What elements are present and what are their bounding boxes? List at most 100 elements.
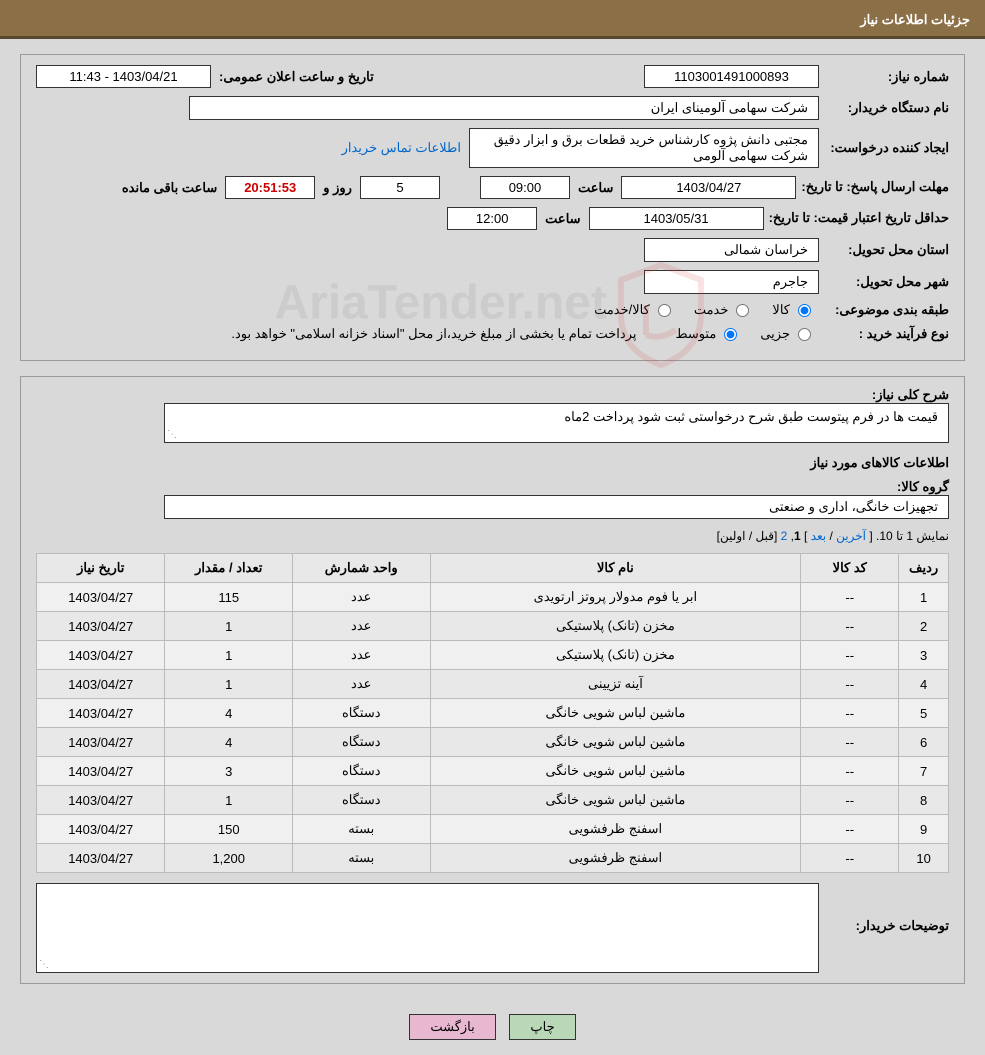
delivery-province-value: خراسان شمالی [644, 238, 819, 262]
th-row: ردیف [899, 554, 949, 583]
table-header-row: ردیف کد کالا نام کالا واحد شمارش تعداد /… [37, 554, 949, 583]
row-deadline: مهلت ارسال پاسخ: تا تاریخ: 1403/04/27 سا… [36, 176, 949, 199]
table-cell: 1 [899, 583, 949, 612]
row-requester: ایجاد کننده درخواست: مجتبی دانش پژوه کار… [36, 128, 949, 168]
table-cell: دستگاه [292, 728, 430, 757]
radio-service-label: خدمت [679, 302, 729, 318]
th-date: تاریخ نیاز [37, 554, 165, 583]
table-cell: -- [801, 699, 899, 728]
table-row: 1--ابر یا فوم مدولار پروتز ارتویدیعدد115… [37, 583, 949, 612]
process-type-label: نوع فرآیند خرید : [819, 326, 949, 342]
row-category: طبقه بندی موضوعی: کالا خدمت کالا/خدمت [36, 302, 949, 318]
table-body: 1--ابر یا فوم مدولار پروتز ارتویدیعدد115… [37, 583, 949, 873]
table-row: 5--ماشین لباس شویی خانگیدستگاه41403/04/2… [37, 699, 949, 728]
table-cell: 1403/04/27 [37, 757, 165, 786]
th-qty: تعداد / مقدار [165, 554, 292, 583]
pager-prev: قبل [756, 529, 774, 543]
row-goods-group: گروه کالا: تجهیزات خانگی، اداری و صنعتی [36, 479, 949, 519]
table-cell: 1403/04/27 [37, 844, 165, 873]
table-row: 7--ماشین لباس شویی خانگیدستگاه31403/04/2… [37, 757, 949, 786]
table-cell: عدد [292, 583, 430, 612]
radio-service[interactable] [736, 304, 749, 317]
delivery-city-label: شهر محل تحویل: [819, 274, 949, 290]
table-cell: -- [801, 583, 899, 612]
table-cell: 1403/04/27 [37, 670, 165, 699]
row-buyer-notes: توضیحات خریدار: ⋰ [36, 883, 949, 973]
pager-next-link[interactable]: بعد [811, 529, 826, 543]
table-cell: 1403/04/27 [37, 641, 165, 670]
table-cell: 1 [165, 641, 292, 670]
announce-date-label: تاریخ و ساعت اعلان عمومی: [211, 69, 382, 85]
resize-handle-icon-2[interactable]: ⋰ [39, 959, 49, 970]
category-label: طبقه بندی موضوعی: [819, 302, 949, 318]
table-cell: دستگاه [292, 786, 430, 815]
table-cell: دستگاه [292, 757, 430, 786]
goods-info-title: اطلاعات کالاهای مورد نیاز [36, 455, 949, 471]
table-cell: 115 [165, 583, 292, 612]
row-need-number: شماره نیاز: 1103001491000893 تاریخ و ساع… [36, 65, 949, 88]
table-cell: -- [801, 757, 899, 786]
description-panel: شرح کلی نیاز: قیمت ها در فرم پیتوست طبق … [20, 376, 965, 984]
table-row: 8--ماشین لباس شویی خانگیدستگاه11403/04/2… [37, 786, 949, 815]
back-button[interactable]: بازگشت [409, 1014, 495, 1040]
table-cell: 4 [899, 670, 949, 699]
price-validity-date-value: 1403/05/31 [589, 207, 764, 230]
buyer-notes-textarea[interactable]: ⋰ [36, 883, 819, 973]
table-cell: 1403/04/27 [37, 786, 165, 815]
timer-value: 20:51:53 [225, 176, 315, 199]
pager: نمایش 1 تا 10. [ آخرین / بعد ] 1, 2 [قبل… [36, 529, 949, 543]
table-row: 9--اسفنج ظرفشوییبسته1501403/04/27 [37, 815, 949, 844]
row-process-type: نوع فرآیند خرید : جزیی متوسط پرداخت تمام… [36, 326, 949, 342]
buyer-org-label: نام دستگاه خریدار: [819, 100, 949, 116]
pager-last-link[interactable]: آخرین [836, 529, 866, 543]
table-cell: 1403/04/27 [37, 699, 165, 728]
row-overall-desc: شرح کلی نیاز: قیمت ها در فرم پیتوست طبق … [36, 387, 949, 443]
table-cell: ماشین لباس شویی خانگی [430, 699, 801, 728]
th-name: نام کالا [430, 554, 801, 583]
table-cell: مخزن (تانک) پلاستیکی [430, 641, 801, 670]
print-button[interactable]: چاپ [509, 1014, 575, 1040]
table-cell: 1 [165, 786, 292, 815]
table-cell: ماشین لباس شویی خانگی [430, 728, 801, 757]
radio-goods-service[interactable] [658, 304, 671, 317]
table-cell: ماشین لباس شویی خانگی [430, 786, 801, 815]
table-cell: 3 [899, 641, 949, 670]
page-title: جزئیات اطلاعات نیاز [860, 12, 970, 27]
table-cell: ماشین لباس شویی خانگی [430, 757, 801, 786]
table-cell: مخزن (تانک) پلاستیکی [430, 612, 801, 641]
resize-handle-icon[interactable]: ⋰ [167, 429, 177, 440]
table-cell: 4 [165, 728, 292, 757]
table-cell: 9 [899, 815, 949, 844]
buyer-notes-label: توضیحات خریدار: [819, 883, 949, 934]
table-cell: 1,200 [165, 844, 292, 873]
table-cell: 1403/04/27 [37, 728, 165, 757]
page-header: جزئیات اطلاعات نیاز [0, 4, 985, 39]
table-cell: -- [801, 728, 899, 757]
table-cell: بسته [292, 844, 430, 873]
table-row: 2--مخزن (تانک) پلاستیکیعدد11403/04/27 [37, 612, 949, 641]
overall-desc-text: قیمت ها در فرم پیتوست طبق شرح درخواستی ث… [564, 409, 938, 424]
remaining-label: ساعت باقی مانده [114, 180, 225, 196]
requester-value: مجتبی دانش پژوه کارشناس خرید قطعات برق و… [469, 128, 819, 168]
radio-goods[interactable] [798, 304, 811, 317]
table-cell: -- [801, 815, 899, 844]
contact-link[interactable]: اطلاعات تماس خریدار [342, 140, 469, 156]
deadline-date-value: 1403/04/27 [621, 176, 796, 199]
table-cell: 1 [165, 670, 292, 699]
need-number-value: 1103001491000893 [644, 65, 819, 88]
table-cell: بسته [292, 815, 430, 844]
need-number-label: شماره نیاز: [819, 69, 949, 85]
table-row: 4--آینه تزیینیعدد11403/04/27 [37, 670, 949, 699]
page-container: جزئیات اطلاعات نیاز AriaTender.net شماره… [0, 0, 985, 1055]
radio-partial[interactable] [798, 328, 811, 341]
overall-desc-textarea[interactable]: قیمت ها در فرم پیتوست طبق شرح درخواستی ث… [164, 403, 949, 443]
goods-group-label: گروه کالا: [819, 479, 949, 495]
table-cell: 6 [899, 728, 949, 757]
table-row: 10--اسفنج ظرفشوییبسته1,2001403/04/27 [37, 844, 949, 873]
table-cell: -- [801, 641, 899, 670]
price-validity-label: حداقل تاریخ اعتبار قیمت: تا تاریخ: [764, 209, 949, 227]
overall-desc-label: شرح کلی نیاز: [819, 387, 949, 403]
th-unit: واحد شمارش [292, 554, 430, 583]
table-row: 3--مخزن (تانک) پلاستیکیعدد11403/04/27 [37, 641, 949, 670]
radio-medium[interactable] [724, 328, 737, 341]
